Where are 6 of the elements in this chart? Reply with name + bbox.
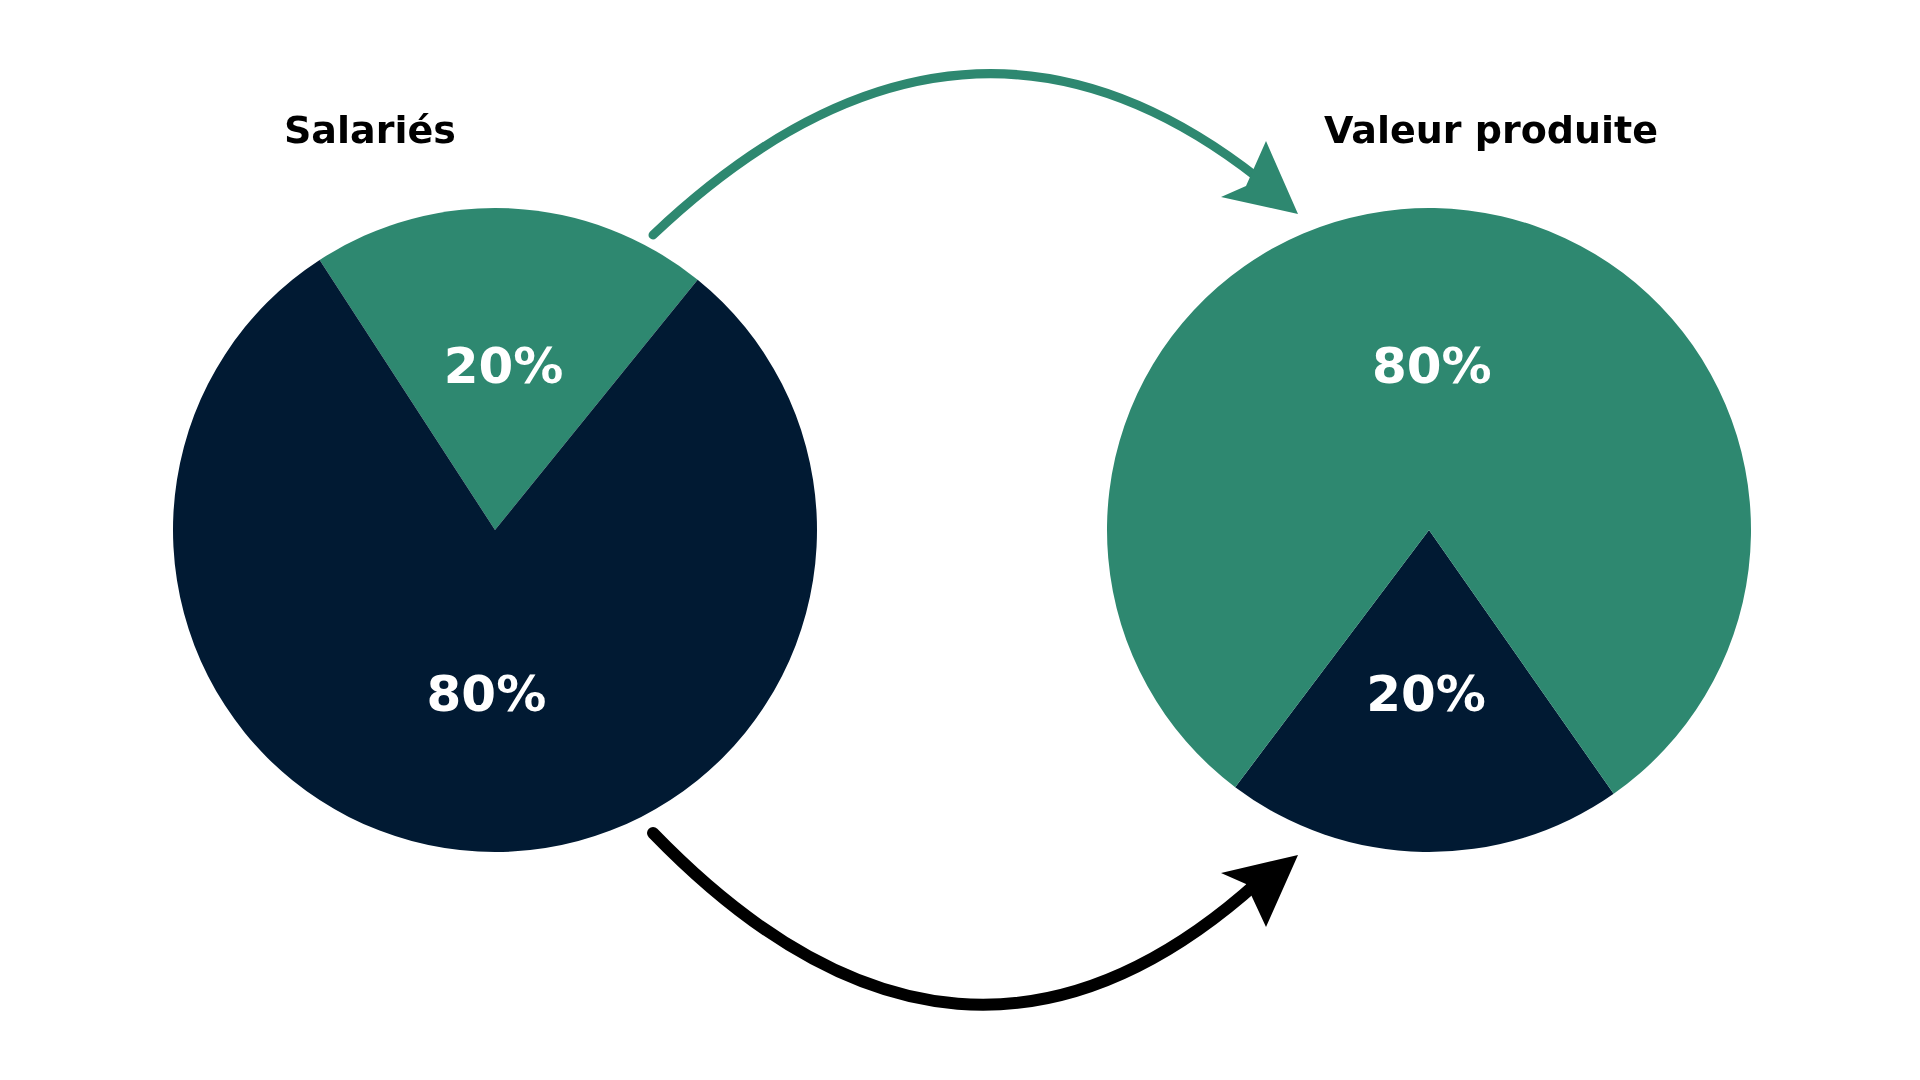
data-label: 20% — [443, 337, 564, 396]
data-label: 20% — [1366, 664, 1486, 723]
data-label: 80% — [1372, 337, 1492, 396]
chart-title: Salariés — [284, 108, 456, 152]
chart-title: Valeur produite — [1324, 108, 1659, 152]
data-label: 80% — [426, 664, 547, 723]
